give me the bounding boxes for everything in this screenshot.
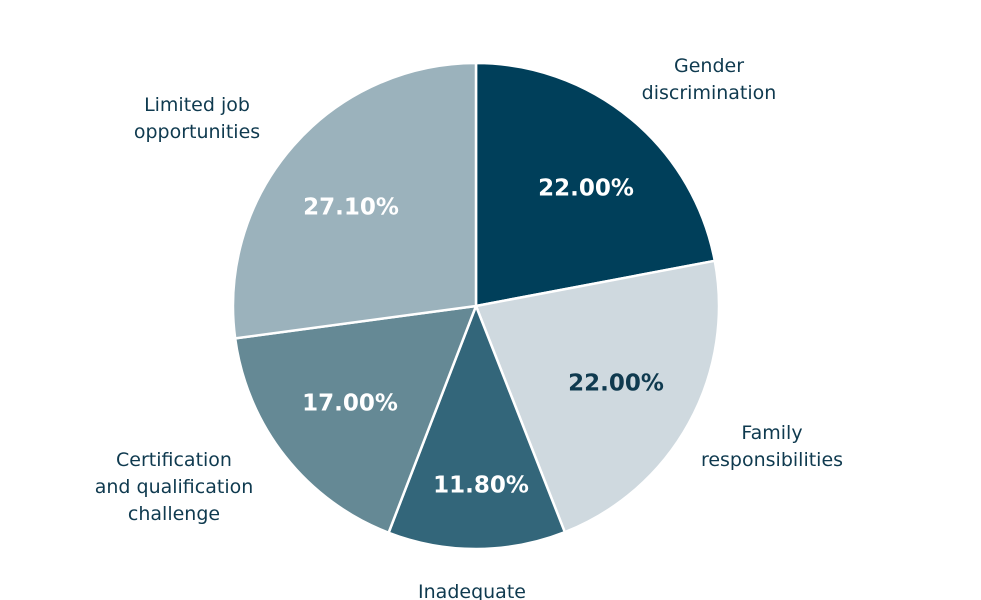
pie-slice-1 xyxy=(474,61,717,308)
category-label-line: Inadequate xyxy=(418,581,526,600)
category-label-4: Certification and qualification challenge xyxy=(95,449,254,525)
slice-value-label-1: 22.00% xyxy=(538,176,634,202)
pie-slices xyxy=(231,61,721,551)
category-label-2: Family responsibilities xyxy=(701,422,843,471)
category-label-line: discrimination xyxy=(642,82,777,104)
category-label-line: Certification xyxy=(116,449,232,471)
pie-slice-3 xyxy=(387,304,567,551)
category-label-1: Gender discrimination xyxy=(642,55,777,104)
slice-value-labels: 22.00% 22.00% 11.80% 17.00% 27.10% xyxy=(302,176,664,499)
category-labels: Gender discrimination Family responsibiliti… xyxy=(95,55,843,600)
category-label-line: opportunities xyxy=(134,121,260,143)
category-label-line: responsibilities xyxy=(701,449,843,471)
slice-value-label-5: 27.10% xyxy=(303,195,399,221)
category-label-line: Gender xyxy=(674,55,744,77)
pie-slice-2 xyxy=(474,259,721,534)
slice-value-label-4: 17.00% xyxy=(302,391,398,417)
slice-value-label-3: 11.80% xyxy=(433,473,529,499)
slice-value-label-2: 22.00% xyxy=(568,371,664,397)
category-label-line: Family xyxy=(741,422,802,444)
category-label-line: and qualification xyxy=(95,476,254,498)
category-label-line: Limited job xyxy=(144,94,250,116)
category-label-3: Inadequate xyxy=(418,581,526,600)
category-label-line: challenge xyxy=(128,503,220,525)
category-label-5: Limited job opportunities xyxy=(134,94,260,143)
pie-slice-5 xyxy=(231,61,478,340)
pie-slice-4 xyxy=(233,304,478,534)
